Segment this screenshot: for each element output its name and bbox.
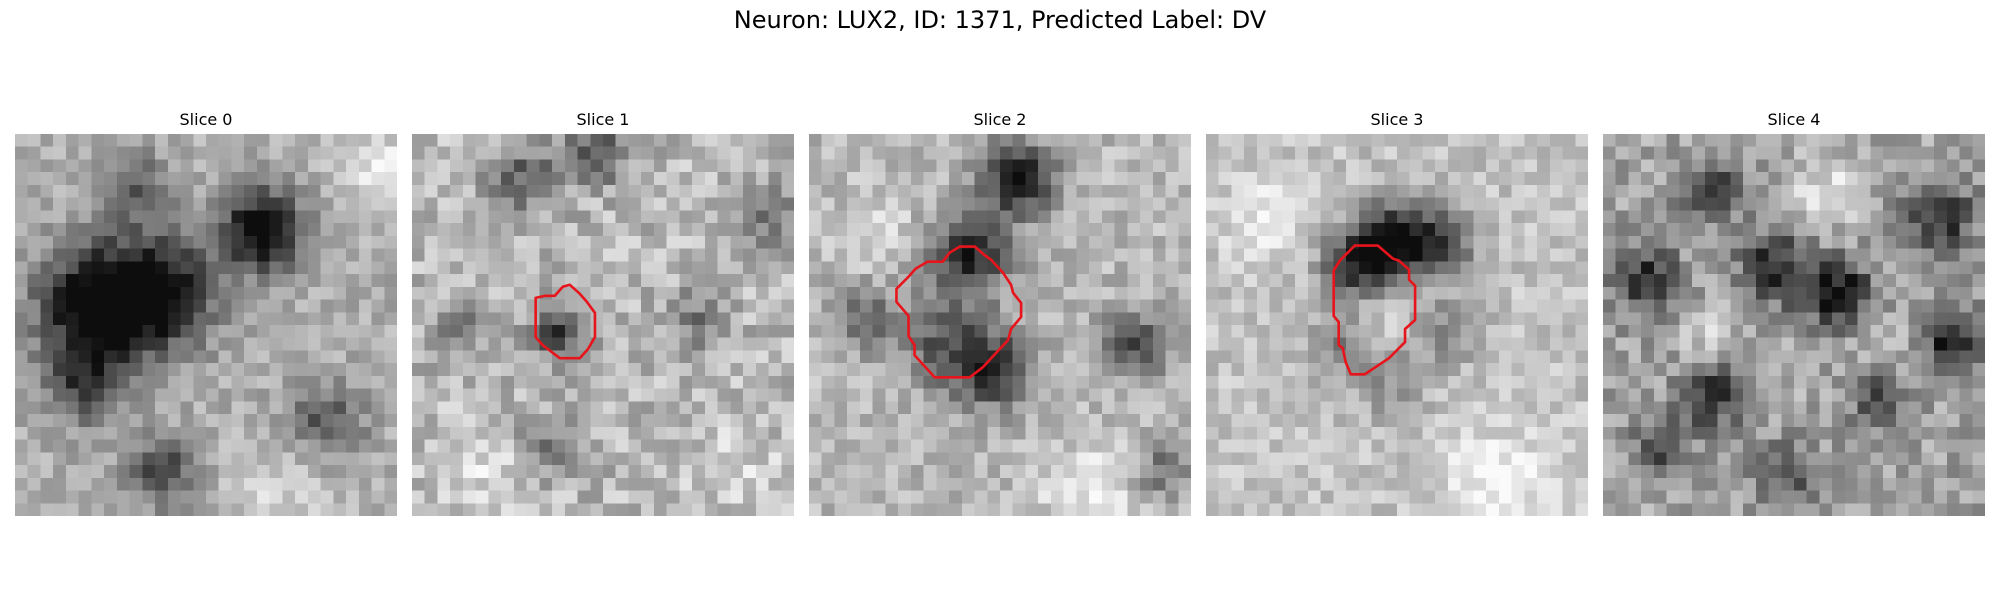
slice-title: Slice 1 (576, 110, 630, 129)
slice-panel-1: Slice 1 (412, 108, 794, 516)
figure-title: Neuron: LUX2, ID: 1371, Predicted Label:… (733, 6, 1267, 34)
roi-contour (895, 245, 1023, 379)
slice-panel-0: Slice 0 (15, 108, 397, 516)
slice-image (1206, 134, 1588, 516)
slice-panel-2: Slice 2 (809, 108, 1191, 516)
slice-title: Slice 2 (973, 110, 1027, 129)
slice-image (1603, 134, 1985, 516)
slice-image (412, 134, 794, 516)
slice-title: Slice 4 (1767, 110, 1821, 129)
slice-title: Slice 3 (1370, 110, 1424, 129)
slice-title: Slice 0 (179, 110, 233, 129)
slice-panel-4: Slice 4 (1603, 108, 1985, 516)
roi-contour (1332, 244, 1417, 376)
roi-contour (534, 283, 597, 360)
slice-image (15, 134, 397, 516)
slice-panel-3: Slice 3 (1206, 108, 1588, 516)
slice-image (809, 134, 1191, 516)
